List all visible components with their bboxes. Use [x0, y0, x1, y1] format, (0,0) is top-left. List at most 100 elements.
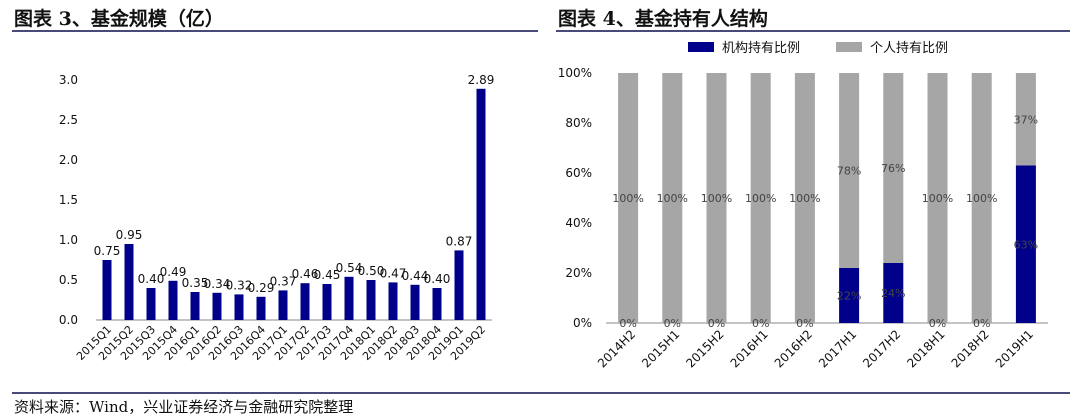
- right-x-tick-label: 2017H2: [860, 327, 903, 370]
- left-bar-2017Q3: [322, 284, 332, 320]
- left-bar-2015Q3: [146, 288, 156, 320]
- right-bar-personal-2019H1: [1015, 73, 1036, 166]
- left-bar-value-label: 0.75: [94, 244, 121, 258]
- right-bar-institution-2017H1: [839, 268, 860, 323]
- right-institution-label: 0%: [619, 317, 636, 330]
- left-bar-2019Q1: [454, 250, 464, 320]
- left-bar-2016Q2: [212, 292, 222, 320]
- right-personal-label: 100%: [745, 192, 776, 205]
- right-x-tick-label: 2014H2: [595, 327, 638, 370]
- right-x-tick-label: 2017H1: [816, 327, 859, 370]
- right-x-tick-label: 2015H2: [683, 327, 726, 370]
- right-bar-personal-2015H1: [662, 73, 683, 323]
- left-y-tick-label: 3.0: [59, 73, 78, 87]
- left-bar-value-label: 0.34: [204, 277, 231, 291]
- left-bar-2016Q1: [190, 292, 200, 320]
- source-rule: [12, 392, 1070, 394]
- left-bar-2018Q4: [432, 288, 442, 320]
- right-institution-label: 0%: [973, 317, 990, 330]
- source-note: 资料来源：Wind，兴业证券经济与金融研究院整理: [14, 398, 354, 416]
- left-bar-2015Q1: [102, 260, 112, 320]
- left-bar-value-label: 2.89: [468, 73, 495, 87]
- left-bar-2019Q2: [476, 88, 486, 320]
- right-chart-title: 图表 4、基金持有人结构: [558, 8, 768, 30]
- right-bar-personal-2018H2: [971, 73, 992, 323]
- right-personal-label: 100%: [612, 192, 643, 205]
- legend-swatch-institution: [688, 42, 714, 52]
- left-bar-value-label: 0.35: [182, 276, 209, 290]
- right-y-tick-label: 40%: [565, 216, 592, 230]
- legend-label-personal: 个人持有比例: [870, 41, 948, 56]
- left-chart-title: 图表 3、基金规模（亿）: [14, 8, 224, 30]
- left-y-tick-label: 0.5: [59, 273, 78, 287]
- left-bar-2018Q2: [388, 282, 398, 320]
- left-y-tick-label: 1.0: [59, 233, 78, 247]
- right-institution-label: 0%: [708, 317, 725, 330]
- right-x-tick-label: 2016H2: [772, 327, 815, 370]
- right-institution-label: 0%: [664, 317, 681, 330]
- right-x-tick-label: 2016H1: [728, 327, 771, 370]
- right-personal-label: 100%: [966, 192, 997, 205]
- right-bar-personal-2016H1: [750, 73, 771, 323]
- left-bar-value-label: 0.54: [336, 261, 363, 275]
- right-y-tick-label: 60%: [565, 166, 592, 180]
- left-bar-value-label: 0.40: [424, 272, 451, 286]
- right-y-tick-label: 100%: [558, 66, 592, 80]
- right-bar-institution-2017H2: [883, 263, 904, 323]
- right-bar-personal-2018H1: [927, 73, 948, 323]
- right-institution-label: 0%: [752, 317, 769, 330]
- left-bar-2018Q1: [366, 280, 376, 320]
- left-bar-value-label: 0.40: [138, 272, 165, 286]
- left-y-tick-label: 0.0: [59, 313, 78, 327]
- right-y-tick-label: 20%: [565, 266, 592, 280]
- right-bar-personal-2015H2: [706, 73, 727, 323]
- left-y-tick-label: 1.5: [59, 193, 78, 207]
- left-bar-2015Q2: [124, 244, 134, 320]
- left-bar-value-label: 0.95: [116, 228, 143, 242]
- right-personal-label: 37%: [1014, 113, 1038, 126]
- right-personal-label: 78%: [837, 165, 861, 178]
- left-bar-value-label: 0.87: [446, 234, 473, 248]
- right-bar-personal-2016H2: [794, 73, 815, 323]
- right-personal-label: 100%: [701, 192, 732, 205]
- left-bar-value-label: 0.46: [292, 267, 319, 281]
- left-bar-2016Q4: [256, 296, 266, 320]
- right-bar-personal-2014H2: [618, 73, 639, 323]
- left-bar-2018Q3: [410, 284, 420, 320]
- right-institution-label: 63%: [1014, 238, 1038, 251]
- right-title-rule: [556, 30, 1070, 32]
- right-institution-label: 22%: [837, 290, 861, 303]
- left-bar-value-label: 0.29: [248, 281, 275, 295]
- right-institution-label: 0%: [796, 317, 813, 330]
- left-bar-2017Q4: [344, 276, 354, 320]
- left-y-tick-label: 2.5: [59, 113, 78, 127]
- left-bar-2017Q2: [300, 283, 310, 320]
- left-bar-value-label: 0.47: [380, 266, 407, 280]
- legend-swatch-personal: [836, 42, 862, 52]
- right-personal-label: 100%: [922, 192, 953, 205]
- left-bar-value-label: 0.37: [270, 274, 297, 288]
- left-bar-2015Q4: [168, 280, 178, 320]
- left-bar-value-label: 0.50: [358, 264, 385, 278]
- right-x-tick-label: 2019H1: [993, 327, 1036, 370]
- left-bar-2017Q1: [278, 290, 288, 320]
- right-bar-institution-2019H1: [1015, 165, 1036, 323]
- right-bar-personal-2017H1: [839, 73, 860, 268]
- right-personal-label: 100%: [657, 192, 688, 205]
- left-bar-value-label: 0.45: [314, 268, 341, 282]
- right-x-tick-label: 2018H2: [949, 327, 992, 370]
- right-y-tick-label: 0%: [573, 316, 592, 330]
- right-y-tick-label: 80%: [565, 116, 592, 130]
- right-personal-label: 76%: [881, 162, 905, 175]
- right-bar-personal-2017H2: [883, 73, 904, 263]
- right-x-tick-label: 2018H1: [904, 327, 947, 370]
- left-title-rule: [12, 30, 538, 32]
- right-institution-label: 0%: [929, 317, 946, 330]
- right-institution-label: 24%: [881, 287, 905, 300]
- right-personal-label: 100%: [789, 192, 820, 205]
- left-y-tick-label: 2.0: [59, 153, 78, 167]
- legend-label-institution: 机构持有比例: [722, 41, 800, 56]
- left-bar-value-label: 0.44: [402, 269, 429, 283]
- left-bar-value-label: 0.49: [160, 265, 187, 279]
